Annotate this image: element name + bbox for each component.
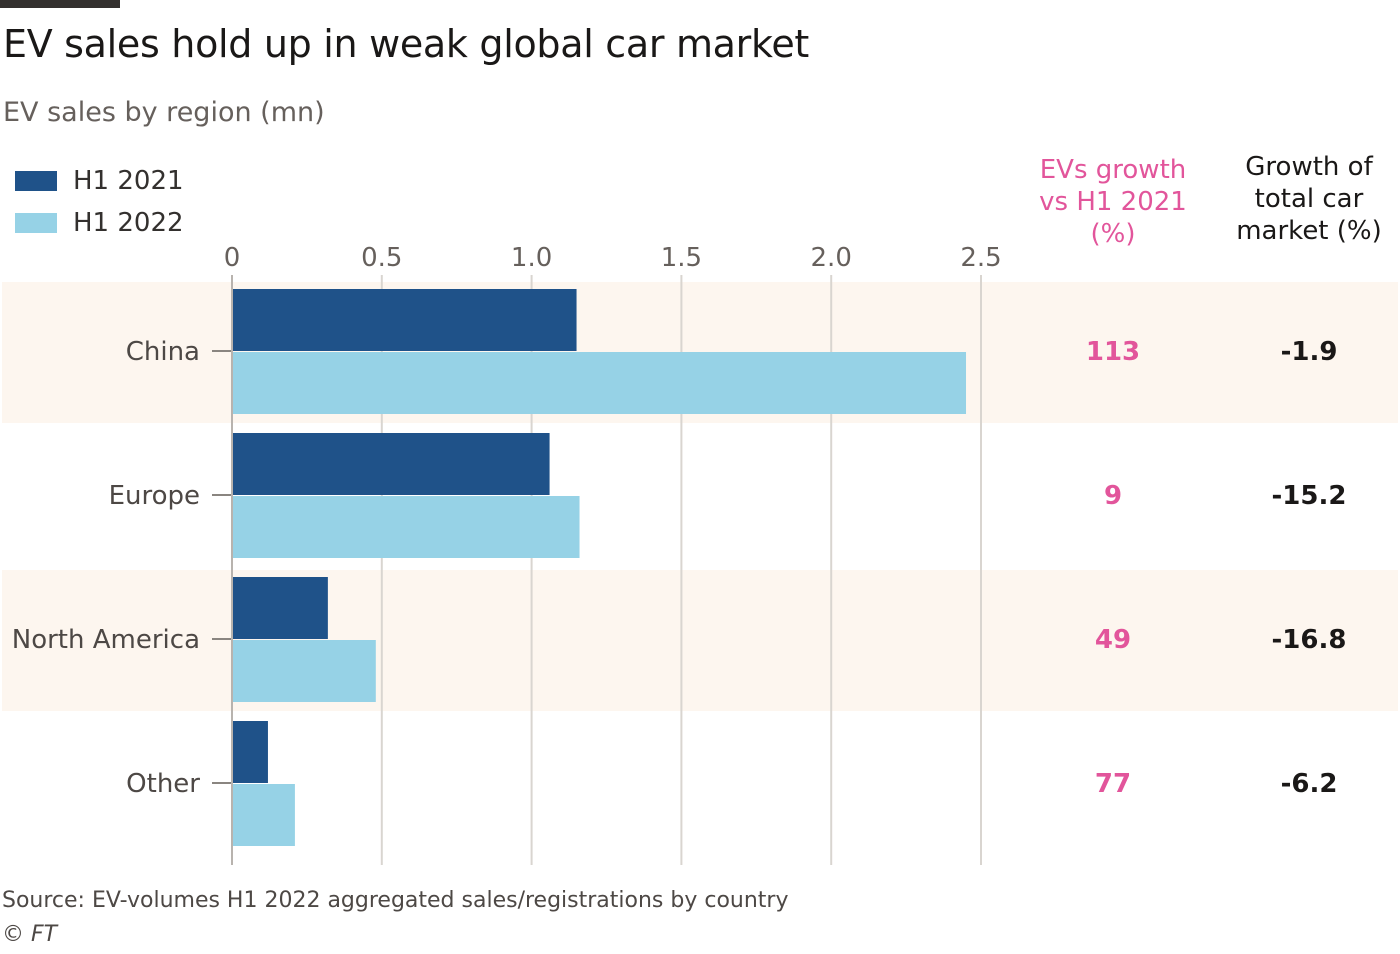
market-growth-value-china: -1.9 [1281,337,1338,367]
bar-europe-h1-2021 [232,433,550,495]
market-growth-header: total car [1255,184,1364,214]
ev-growth-header: (%) [1091,219,1136,249]
bar-north-america-h1-2022 [232,640,376,702]
x-tick-label: 2.0 [811,243,852,273]
market-growth-header: market (%) [1236,216,1382,246]
market-growth-value-other: -6.2 [1281,769,1338,799]
x-tick-label: 1.5 [661,243,702,273]
bar-other-h1-2021 [232,721,268,783]
category-label-other: Other [126,769,200,799]
bar-europe-h1-2022 [232,496,580,558]
bar-china-h1-2022 [232,352,967,414]
row-band-north-america [2,570,1398,711]
ev-growth-value-china: 113 [1086,337,1140,367]
legend-item-h1-2021: H1 2021 [15,160,184,202]
legend-swatch-h1-2021 [15,171,57,191]
category-label-europe: Europe [109,481,200,511]
category-label-china: China [126,337,200,367]
ev-growth-value-other: 77 [1095,769,1131,799]
category-label-north-america: North America [12,625,200,655]
legend: H1 2021 H1 2022 [15,160,184,244]
source-note: Source: EV-volumes H1 2022 aggregated sa… [2,888,789,913]
x-tick-label: 0.5 [361,243,402,273]
x-tick-label: 0 [224,243,241,273]
brand-top-bar [0,0,120,8]
bar-north-america-h1-2021 [232,577,328,639]
ev-growth-header: EVs growth [1040,155,1187,185]
ev-growth-value-europe: 9 [1104,481,1122,511]
x-tick-label: 2.5 [960,243,1001,273]
chart-subtitle: EV sales by region (mn) [3,97,325,128]
legend-label-h1-2021: H1 2021 [73,166,184,196]
bar-other-h1-2022 [232,784,295,846]
x-tick-label: 1.0 [511,243,552,273]
ev-growth-value-north-america: 49 [1095,625,1131,655]
market-growth-header: Growth of [1245,152,1373,182]
ev-growth-header: vs H1 2021 [1039,187,1187,217]
market-growth-value-europe: -15.2 [1272,481,1347,511]
copyright: © FT [2,922,58,947]
market-growth-value-north-america: -16.8 [1272,625,1347,655]
legend-label-h1-2022: H1 2022 [73,208,184,238]
legend-item-h1-2022: H1 2022 [15,202,184,244]
legend-swatch-h1-2022 [15,213,57,233]
chart-title: EV sales hold up in weak global car mark… [3,22,810,66]
bar-china-h1-2021 [232,289,577,351]
